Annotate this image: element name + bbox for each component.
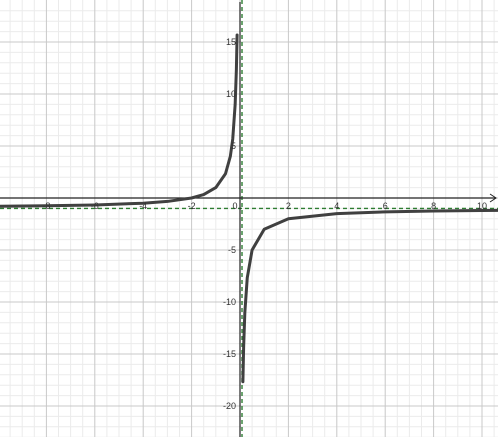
- x-tick-label: 8: [431, 201, 436, 211]
- x-axis-arrow: [489, 193, 497, 203]
- curve-left-branch: [0, 33, 239, 208]
- y-tick-label: 15: [226, 37, 236, 47]
- curves: [0, 33, 498, 384]
- x-tick-label: 4: [334, 201, 339, 211]
- x-tick-label: -4: [139, 201, 147, 211]
- x-tick-label: 6: [383, 201, 388, 211]
- x-tick-label: -8: [42, 201, 50, 211]
- y-tick-label: 5: [231, 141, 236, 151]
- x-tick-label: -6: [91, 201, 99, 211]
- x-tick-label: 2: [286, 201, 291, 211]
- y-tick-label: -5: [228, 245, 236, 255]
- y-tick-label: 10: [226, 89, 236, 99]
- x-tick-label: -2: [188, 201, 196, 211]
- x-tick-label: 0: [232, 201, 237, 211]
- y-tick-label: -15: [223, 349, 236, 359]
- y-tick-label: -20: [223, 401, 236, 411]
- x-tick-label: 10: [477, 201, 487, 211]
- curve-right-branch: [241, 208, 498, 384]
- y-tick-label: -10: [223, 297, 236, 307]
